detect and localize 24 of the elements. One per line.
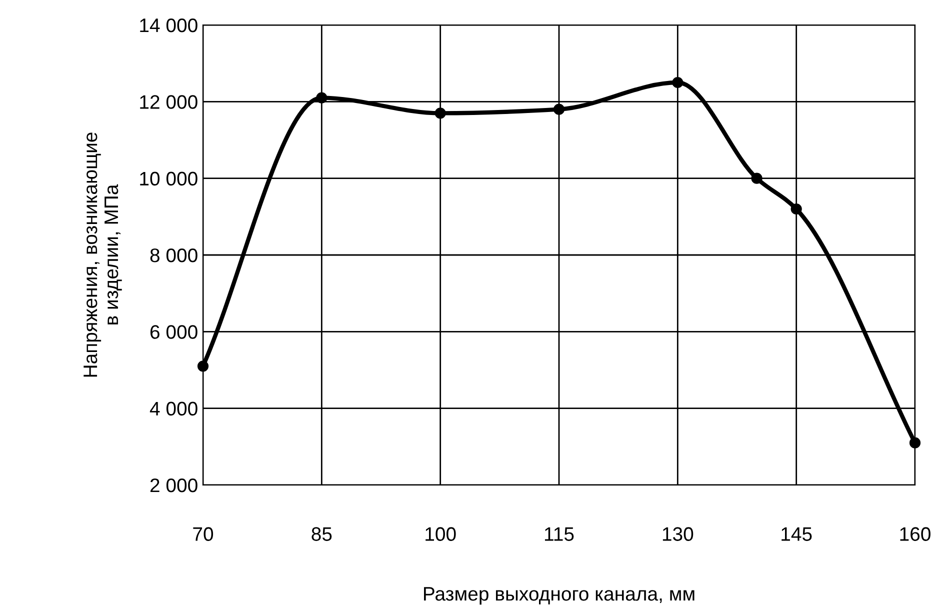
x-axis-title: Размер выходного канала, мм	[424, 587, 694, 605]
y-tick-label: 4 000	[150, 402, 198, 416]
point	[909, 437, 921, 448]
point	[434, 108, 446, 119]
x-tick-label: 145	[782, 527, 812, 541]
x-tick-label: 70	[193, 527, 214, 541]
x-tick-label: 100	[426, 527, 456, 541]
point	[672, 76, 684, 88]
y-tick-label: 14 000	[140, 18, 198, 32]
x-tick-label: 160	[900, 527, 930, 541]
x-tick-label: 85	[312, 527, 332, 541]
point	[790, 203, 802, 215]
y-tick-label: 6 000	[150, 325, 198, 339]
y-tick-label: 2 000	[150, 478, 198, 492]
x-tick-label: 115	[544, 527, 574, 541]
point	[316, 92, 328, 104]
point	[553, 104, 565, 115]
point	[197, 360, 209, 372]
x-tick-label: 130	[662, 527, 694, 541]
y-tick-label: 12 000	[140, 95, 198, 109]
y-axis-title: Напряжения, возникающие в изделии, МПа	[84, 132, 122, 377]
y-tick-label: 8 000	[150, 248, 198, 262]
point	[751, 172, 762, 184]
y-tick-label: 10 000	[140, 172, 198, 186]
